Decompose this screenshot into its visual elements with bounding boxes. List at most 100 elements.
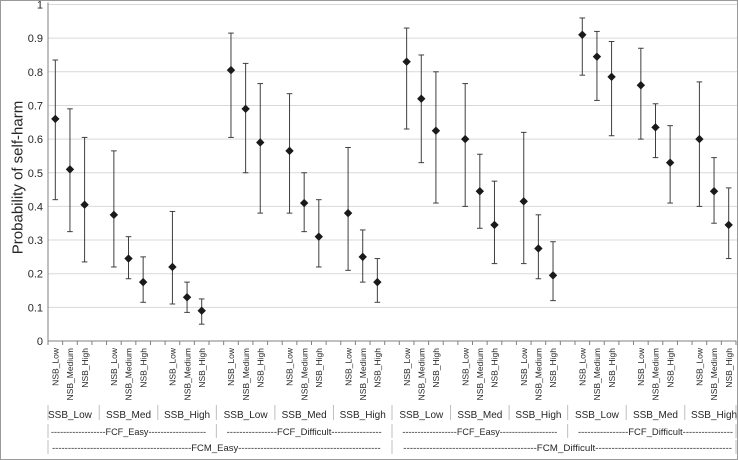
data-point-marker bbox=[314, 232, 324, 241]
x-ssb-label: SSB_Low bbox=[575, 410, 620, 421]
data-point-marker bbox=[475, 187, 485, 196]
data-point-marker bbox=[168, 262, 177, 272]
data-point-marker bbox=[197, 306, 206, 315]
x-fcm-group-label: ----------------------------------------… bbox=[52, 443, 381, 454]
x-nsb-label: NSB_Low bbox=[577, 347, 587, 386]
x-nsb-label: NSB_High bbox=[431, 348, 441, 388]
x-nsb-label: NSB_High bbox=[314, 348, 324, 388]
x-nsb-label: NSB_Low bbox=[402, 347, 412, 386]
x-nsb-label: NSB_Medium bbox=[534, 348, 544, 400]
data-point-marker bbox=[665, 158, 675, 167]
x-nsb-label: NSB_Medium bbox=[475, 348, 485, 400]
y-tick-label: 1 bbox=[37, 1, 43, 12]
x-nsb-label: NSB_Medium bbox=[299, 348, 309, 400]
y-tick-label: 0.9 bbox=[28, 33, 43, 45]
x-nsb-label: NSB_High bbox=[607, 348, 617, 388]
x-ssb-label: SSB_Med bbox=[106, 410, 151, 421]
data-point-marker bbox=[695, 134, 704, 144]
data-point-marker bbox=[431, 126, 441, 135]
x-nsb-label: NSB_Low bbox=[519, 347, 529, 386]
data-point-marker bbox=[182, 293, 192, 302]
x-nsb-label: NSB_High bbox=[548, 348, 558, 388]
x-fcf-group-label: ------------------FCF_Easy--------------… bbox=[51, 427, 206, 438]
x-nsb-label: NSB_Medium bbox=[416, 348, 426, 400]
y-tick-label: 0.4 bbox=[28, 201, 43, 213]
data-point-marker bbox=[109, 210, 119, 220]
x-nsb-label: NSB_High bbox=[197, 348, 207, 388]
y-tick-label: 0.5 bbox=[28, 168, 43, 180]
data-point-marker bbox=[373, 277, 382, 287]
x-ssb-label: SSB_Med bbox=[457, 410, 502, 421]
x-nsb-label: NSB_Low bbox=[109, 347, 119, 386]
y-tick-label: 0 bbox=[37, 336, 43, 348]
x-ssb-label: SSB_Med bbox=[633, 410, 678, 421]
data-point-marker bbox=[65, 165, 75, 174]
x-fcm-group-label: ----------------------------------------… bbox=[403, 443, 732, 454]
x-nsb-label: NSB_Low bbox=[343, 347, 353, 386]
y-axis-title: Probability of self-harm bbox=[9, 100, 27, 255]
x-nsb-label: NSB_High bbox=[255, 348, 265, 388]
x-ssb-label: SSB_Med bbox=[282, 410, 327, 421]
data-point-marker bbox=[460, 134, 470, 144]
data-point-marker bbox=[519, 197, 528, 206]
data-point-marker bbox=[709, 187, 719, 196]
x-nsb-label: NSB_Low bbox=[226, 347, 236, 386]
data-point-marker bbox=[80, 200, 89, 209]
x-fcf-group-label: ------------------FCF_Easy--------------… bbox=[402, 427, 557, 438]
data-point-marker bbox=[724, 220, 733, 230]
x-ssb-label: SSB_Low bbox=[399, 410, 444, 421]
x-fcf-group-label: ----------------FCF_Difficult-----------… bbox=[227, 427, 382, 438]
x-nsb-label: NSB_Low bbox=[636, 347, 646, 386]
x-ssb-label: SSB_Low bbox=[224, 410, 269, 421]
x-nsb-label: NSB_Low bbox=[285, 347, 295, 386]
x-nsb-label: NSB_Medium bbox=[182, 348, 192, 400]
x-nsb-label: NSB_Low bbox=[460, 347, 470, 386]
data-point-marker bbox=[417, 94, 426, 103]
y-tick-label: 0.8 bbox=[28, 67, 43, 79]
data-point-marker bbox=[256, 138, 265, 147]
x-nsb-label: NSB_High bbox=[665, 348, 675, 388]
x-nsb-label: NSB_High bbox=[724, 348, 734, 388]
x-ssb-label: SSB_High bbox=[164, 410, 210, 421]
data-point-marker bbox=[607, 72, 616, 82]
x-nsb-label: NSB_Medium bbox=[124, 348, 134, 400]
x-nsb-label: NSB_Medium bbox=[241, 348, 251, 400]
x-ssb-label: SSB_High bbox=[691, 410, 737, 421]
data-point-marker bbox=[138, 277, 148, 287]
x-ssb-label: SSB_High bbox=[340, 410, 386, 421]
x-ssb-label: SSB_High bbox=[515, 410, 561, 421]
data-point-marker bbox=[226, 65, 236, 75]
y-tick-label: 0.6 bbox=[28, 134, 43, 146]
x-nsb-label: NSB_Medium bbox=[709, 348, 719, 400]
data-point-marker bbox=[651, 123, 660, 132]
data-point-marker bbox=[534, 244, 543, 253]
y-tick-label: 0.1 bbox=[28, 302, 43, 314]
data-point-marker bbox=[548, 271, 558, 280]
x-nsb-label: NSB_High bbox=[490, 348, 500, 388]
x-nsb-label: NSB_Low bbox=[695, 347, 705, 386]
data-point-marker bbox=[592, 52, 602, 61]
x-nsb-label: NSB_Medium bbox=[65, 348, 75, 400]
x-nsb-label: NSB_Medium bbox=[358, 348, 368, 400]
x-ssb-label: SSB_Low bbox=[48, 410, 93, 421]
x-nsb-label: NSB_High bbox=[373, 348, 383, 388]
data-point-marker bbox=[358, 252, 367, 262]
data-point-marker bbox=[124, 254, 133, 263]
data-point-marker bbox=[343, 208, 353, 218]
data-point-marker bbox=[490, 220, 499, 230]
x-nsb-label: NSB_Low bbox=[51, 347, 61, 386]
y-tick-label: 0.3 bbox=[28, 235, 43, 247]
x-fcf-group-label: ----------------FCF_Difficult-----------… bbox=[578, 427, 733, 438]
data-point-marker bbox=[241, 104, 250, 114]
x-nsb-label: NSB_Medium bbox=[592, 348, 602, 400]
y-tick-label: 0.7 bbox=[28, 100, 43, 112]
data-point-marker bbox=[299, 198, 309, 208]
data-point-marker bbox=[636, 81, 646, 90]
x-nsb-label: NSB_Medium bbox=[651, 348, 661, 400]
y-tick-label: 0.2 bbox=[28, 269, 43, 281]
data-point-marker bbox=[402, 57, 411, 66]
x-nsb-label: NSB_High bbox=[138, 348, 148, 388]
x-nsb-label: NSB_High bbox=[80, 348, 90, 388]
